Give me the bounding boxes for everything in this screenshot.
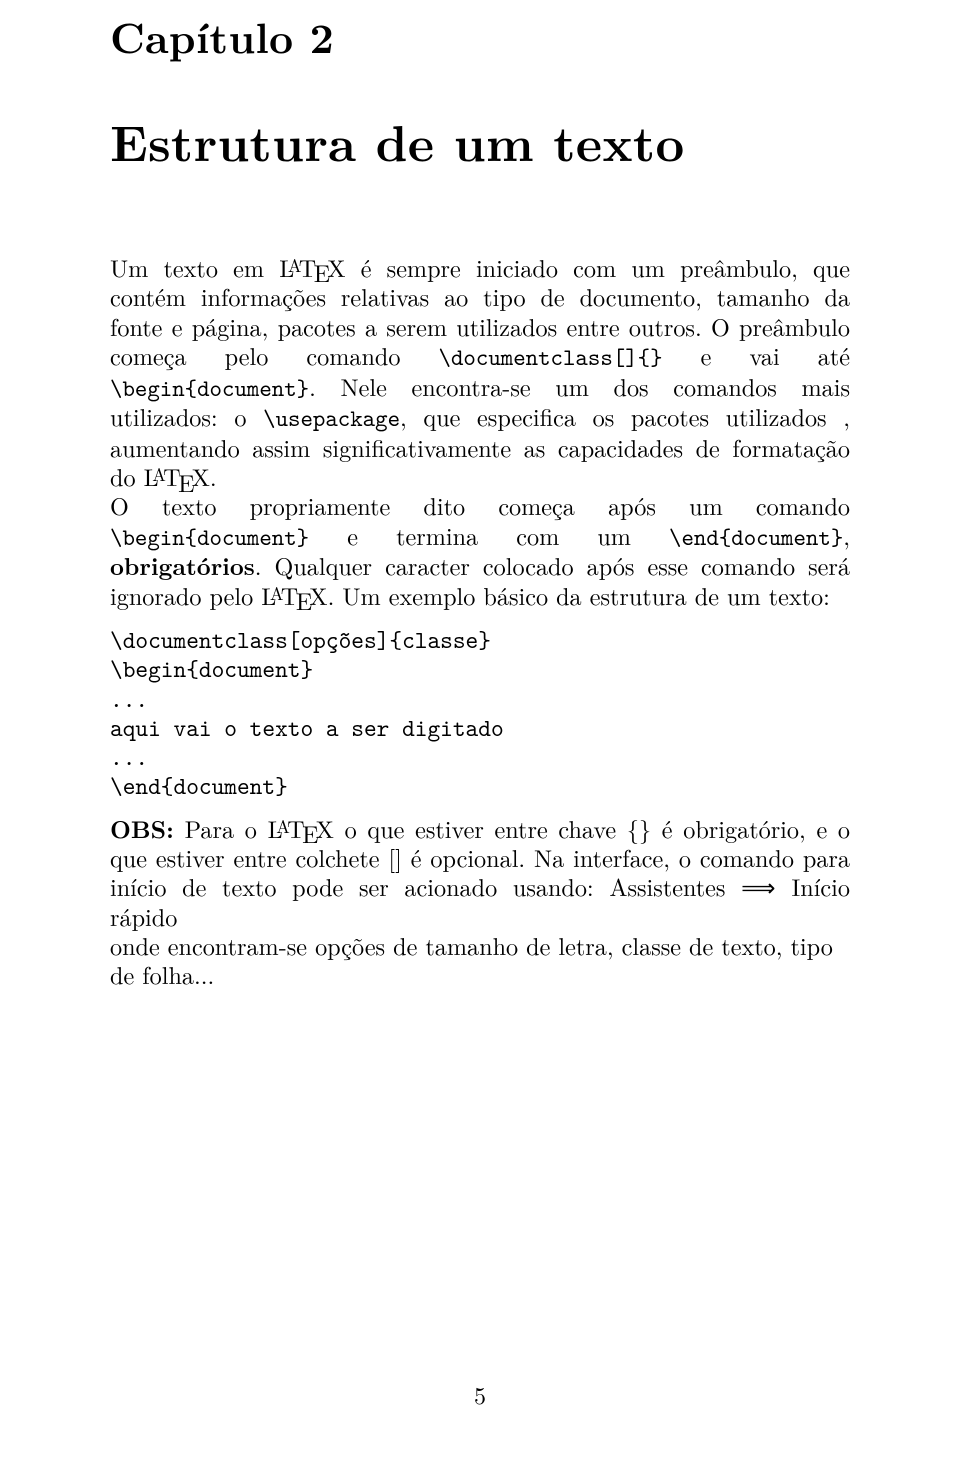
text: ,: [843, 519, 850, 553]
body-text: Um texto em LATEX é sempre iniciado com …: [110, 254, 850, 990]
code-line: \begin{document}: [110, 652, 313, 685]
paragraph-2: O texto propriamente dito começa após um…: [110, 492, 850, 611]
code-line: \end{document}: [110, 769, 288, 802]
code-line: \documentclass[opções]{classe}: [110, 623, 491, 656]
code-line: ...: [110, 682, 148, 715]
text: onde encontram-se opções de tamanho de l…: [110, 929, 833, 992]
latex-logo: LATEX: [144, 463, 210, 492]
chapter-label: Capítulo 2: [110, 0, 850, 66]
latex-logo: LATEX: [261, 582, 327, 611]
code-inline: \begin{document}: [110, 522, 309, 553]
code-line: aqui vai o texto a ser digitado: [110, 711, 504, 744]
paragraph-3b: onde encontram-se opções de tamanho de l…: [110, 932, 850, 991]
code-inline: \documentclass[]{}: [439, 342, 663, 373]
chapter-title: Estrutura de um texto: [110, 104, 850, 176]
text: e termina com um: [309, 519, 669, 553]
latex-logo: LATEX: [268, 815, 334, 844]
page-number: 5: [0, 1377, 960, 1411]
code-block: \documentclass[opções]{classe} \begin{do…: [110, 625, 850, 801]
paragraph-1: Um texto em LATEX é sempre iniciado com …: [110, 254, 850, 492]
text: e vai até: [663, 339, 850, 373]
code-inline: \usepackage: [263, 403, 400, 434]
code-inline: \end{document}: [669, 522, 843, 553]
code-line: ...: [110, 740, 148, 773]
code-inline: \begin{document}: [110, 373, 309, 404]
text: . Um exemplo básico da estrutura de um t…: [328, 579, 830, 613]
paragraph-3: OBS: Para o LATEX o que estiver entre ch…: [110, 815, 850, 932]
page: Capítulo 2 Estrutura de um texto Um text…: [0, 0, 960, 1471]
arrow-icon: ⟹: [741, 870, 776, 904]
latex-logo: LATEX: [279, 254, 345, 283]
